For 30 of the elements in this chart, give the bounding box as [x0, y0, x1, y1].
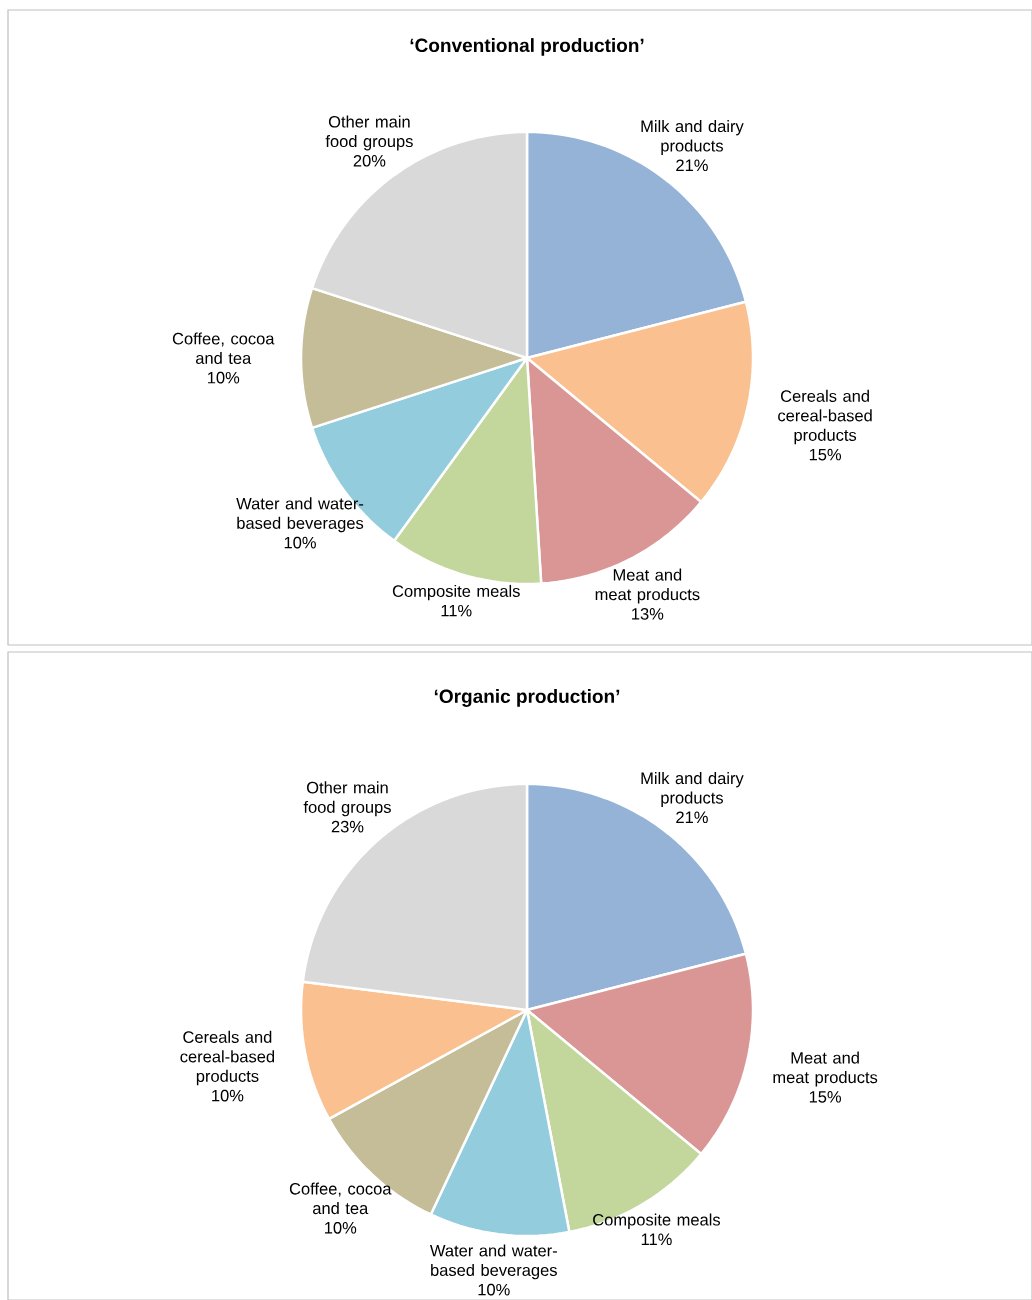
slice-label: Cereals and cereal-based products	[778, 389, 872, 445]
chart-title: ‘Organic production’	[434, 689, 620, 707]
chart-title: ‘Conventional production’	[410, 38, 644, 56]
data-label: 10%	[208, 371, 240, 384]
slice-label: Other main food groups	[303, 781, 391, 817]
data-label: 21%	[676, 159, 708, 172]
data-label: 15%	[809, 1091, 842, 1103]
slice-label: Milk and dairy products	[641, 772, 744, 807]
slice-label: Composite meals	[392, 584, 520, 601]
data-label: 10%	[325, 1221, 357, 1234]
slice-label: Coffee, cocoa and tea	[289, 1182, 392, 1215]
slice-label: Coffee, cocoa and tea	[172, 332, 275, 365]
slice-label: Meat and meat products	[595, 568, 700, 604]
data-label: 11%	[641, 1233, 672, 1246]
data-label: 11%	[441, 604, 472, 617]
slice-label: Cereals and cereal-based products	[180, 1030, 275, 1086]
slice-label: Other main food groups	[325, 115, 413, 151]
data-label: 23%	[331, 820, 364, 833]
slice-label: Milk and dairy products	[641, 120, 744, 155]
data-label: 10%	[478, 1283, 510, 1296]
data-label: 21%	[676, 811, 708, 824]
slice-label: Meat and meat products	[773, 1051, 878, 1087]
data-label: 10%	[212, 1089, 244, 1102]
data-label: 13%	[632, 608, 664, 620]
slice-label: Water and water-based beverages	[236, 497, 364, 533]
data-label: 10%	[284, 536, 316, 549]
data-label: 20%	[353, 154, 386, 167]
slice-label: Water and water-based beverages	[429, 1244, 557, 1280]
slice-label: Composite meals	[593, 1213, 721, 1229]
data-label: 15%	[809, 448, 842, 461]
